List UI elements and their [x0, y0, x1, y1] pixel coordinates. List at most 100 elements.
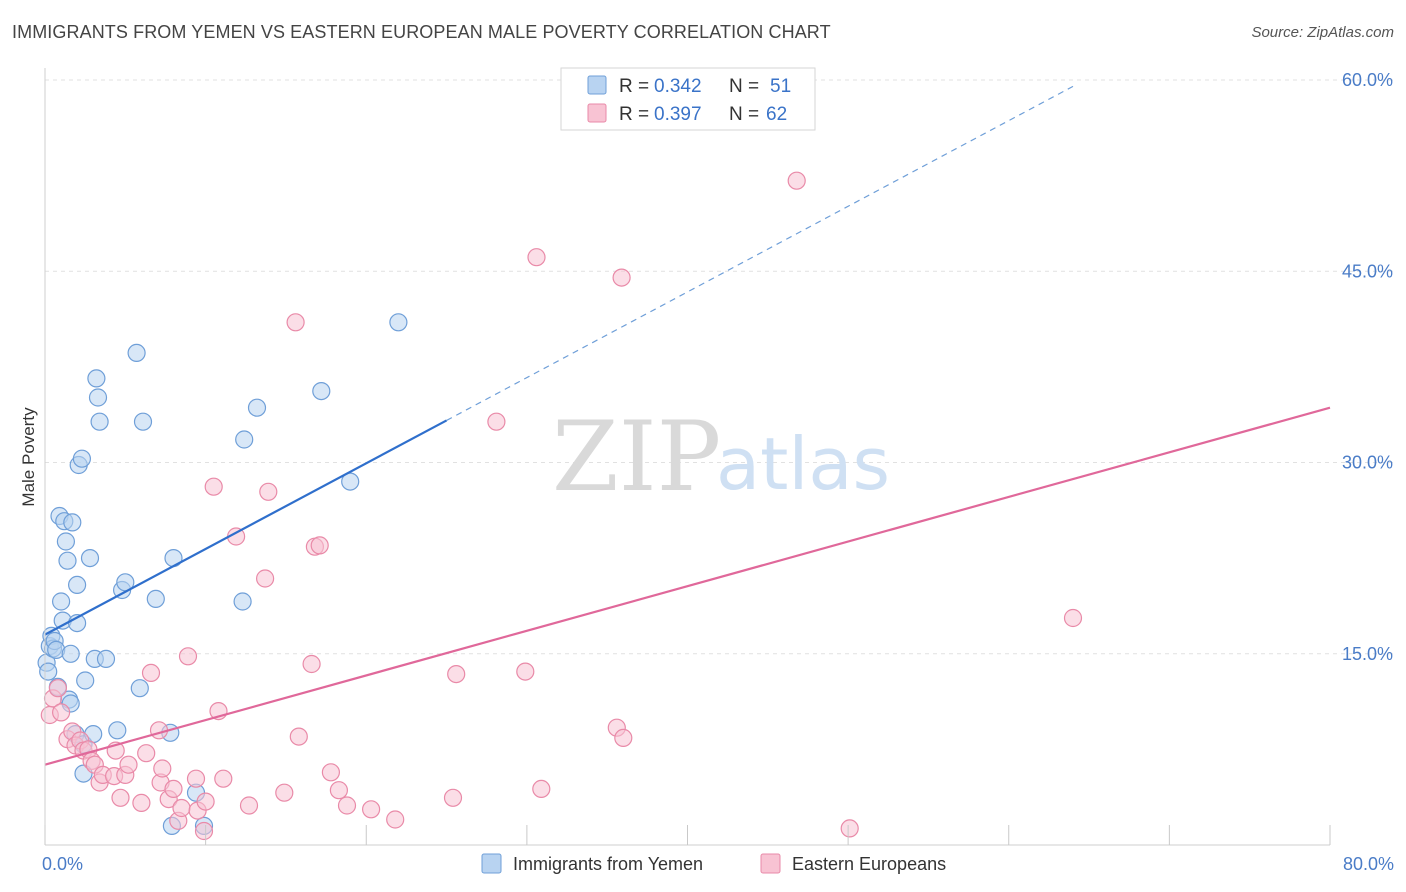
point-eastern [532, 779, 551, 799]
legend-r-value-yemen: 0.342 [654, 76, 702, 97]
point-eastern [386, 810, 405, 829]
point-yemen [133, 412, 153, 431]
legend-n-label-yemen: N = [729, 76, 759, 97]
trend-extension-yemen [446, 85, 1074, 421]
point-eastern [275, 783, 294, 802]
legend-swatch-eastern [587, 103, 607, 123]
point-eastern [614, 728, 633, 748]
trend-line-yemen [44, 419, 448, 636]
point-eastern [286, 313, 305, 332]
point-eastern [48, 679, 68, 698]
point-eastern [137, 744, 156, 763]
point-eastern [204, 477, 223, 496]
bottom-legend-label-eastern: Eastern Europeans [792, 854, 946, 874]
point-eastern [612, 268, 631, 287]
axis-layer: 15.0% 30.0% 45.0% 60.0% 0.0% 80.0% [42, 68, 1394, 874]
point-yemen [312, 382, 331, 401]
point-yemen [87, 369, 106, 388]
point-eastern [787, 171, 806, 190]
y-tick-label: 30.0% [1342, 453, 1393, 473]
point-eastern [256, 569, 275, 588]
point-eastern [487, 412, 506, 431]
point-eastern [194, 821, 214, 841]
y-tick-label: 45.0% [1342, 261, 1393, 281]
point-eastern [329, 781, 348, 800]
point-eastern [153, 759, 172, 778]
point-eastern [259, 482, 278, 501]
point-eastern [321, 763, 340, 782]
point-yemen [233, 592, 252, 611]
point-eastern [132, 793, 151, 813]
point-yemen [67, 575, 87, 595]
point-yemen [235, 430, 254, 449]
point-eastern [119, 755, 138, 774]
y-axis-label: Male Poverty [19, 407, 38, 507]
points-layer [37, 171, 1083, 841]
point-eastern [196, 792, 215, 811]
point-eastern [310, 536, 329, 555]
point-eastern [447, 664, 466, 684]
legend-r-label-yemen: R = [619, 76, 649, 97]
point-yemen [389, 313, 408, 332]
y-tick-label: 60.0% [1342, 70, 1393, 90]
point-yemen [76, 671, 95, 690]
grid-layer [45, 79, 1394, 655]
point-eastern [239, 796, 259, 815]
x-tick-label-max: 80.0% [1343, 854, 1394, 874]
legend-n-label-eastern: N = [729, 104, 759, 125]
y-tick-label: 15.0% [1342, 644, 1393, 664]
point-yemen [247, 398, 267, 417]
point-eastern [337, 796, 357, 815]
point-eastern [172, 798, 191, 818]
point-yemen [108, 721, 127, 740]
point-eastern [516, 662, 535, 681]
bottom-legend-swatch-yemen [481, 853, 502, 874]
bottom-legend-label-yemen: Immigrants from Yemen [513, 854, 703, 874]
point-yemen [88, 388, 108, 407]
point-eastern [214, 769, 233, 788]
point-eastern [186, 769, 206, 788]
legend-swatch-yemen [587, 75, 607, 95]
point-yemen [72, 449, 92, 468]
bottom-legend: Immigrants from Yemen Eastern Europeans [481, 853, 946, 874]
point-eastern [527, 248, 546, 267]
legend-n-value-eastern: 62 [766, 104, 787, 125]
point-eastern [362, 800, 381, 819]
point-eastern [840, 819, 859, 838]
point-yemen [63, 513, 82, 532]
point-eastern [1063, 608, 1083, 628]
point-yemen [80, 548, 100, 568]
point-yemen [341, 472, 360, 491]
point-yemen [130, 679, 149, 698]
watermark-atlas: atlas [716, 422, 890, 506]
legend-r-label-eastern: R = [619, 104, 649, 125]
point-yemen [90, 412, 109, 431]
point-yemen [96, 649, 116, 669]
legend-n-value-yemen: 51 [770, 76, 791, 97]
point-eastern [164, 779, 183, 799]
bottom-legend-swatch-eastern [760, 853, 781, 874]
point-eastern [443, 788, 463, 807]
trend-line-eastern [44, 406, 1331, 766]
legend-box: R = 0.342 N = 51 R = 0.397 N = 62 [560, 67, 816, 131]
point-eastern [51, 703, 71, 722]
source-label: Source: ZipAtlas.com [1251, 24, 1394, 41]
point-yemen [146, 589, 165, 609]
x-tick-label-min: 0.0% [42, 854, 83, 874]
point-yemen [51, 592, 71, 611]
point-yemen [39, 662, 58, 681]
point-yemen [61, 644, 80, 663]
legend-r-value-eastern: 0.397 [654, 104, 702, 125]
point-yemen [127, 343, 146, 362]
point-yemen [56, 532, 76, 551]
point-eastern [178, 647, 198, 666]
point-yemen [58, 551, 77, 570]
trend-layer [44, 85, 1331, 766]
point-eastern [289, 727, 308, 746]
point-eastern [141, 663, 161, 683]
point-eastern [111, 788, 130, 807]
watermark-zip: ZIP [552, 401, 721, 513]
point-eastern [302, 654, 321, 674]
chart-title: IMMIGRANTS FROM YEMEN VS EASTERN EUROPEA… [12, 22, 831, 42]
